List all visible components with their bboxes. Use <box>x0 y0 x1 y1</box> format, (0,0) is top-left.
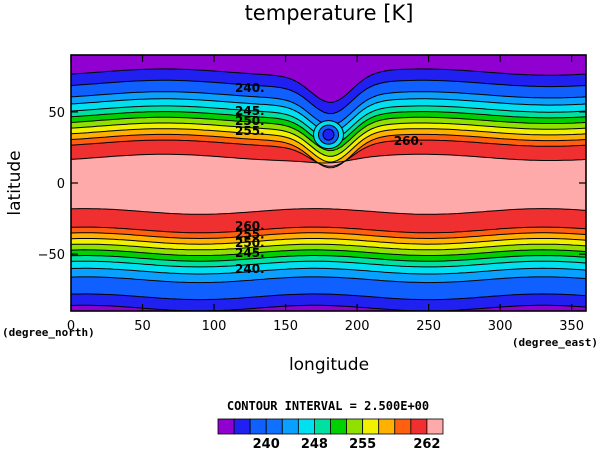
contour-line-18 <box>71 249 586 256</box>
contour-band-south-0 <box>71 305 586 311</box>
colorbar-swatch-3 <box>265 418 283 435</box>
contour-line-layer <box>71 68 586 311</box>
contour-band-north-7 <box>71 117 586 157</box>
y-axis-ticks: 50 0 −50 <box>38 106 586 263</box>
colorbar-swatch-4 <box>281 418 299 435</box>
contour-label-3: 255. <box>235 124 265 138</box>
contour-band-north-12 <box>71 154 586 215</box>
contour-label-4: 260. <box>394 134 424 148</box>
colorbar-swatch-7 <box>330 418 347 435</box>
contour-band-north-8 <box>71 123 586 162</box>
contour-line-16 <box>71 260 586 268</box>
contour-label-2: 250. <box>235 114 265 128</box>
contour-line-8 <box>71 128 586 163</box>
x-tick-label-3: 150 <box>273 319 298 334</box>
x-tick-label-0: 0 <box>67 319 75 334</box>
colorbar-swatch-10 <box>378 418 396 435</box>
contour-label-8: 245. <box>235 246 265 260</box>
y-axis-unit: (degree_north) <box>2 326 95 339</box>
contour-line-17 <box>71 254 586 262</box>
y-axis-label: latitude <box>5 150 25 215</box>
contour-label-6: 255. <box>235 228 265 242</box>
contour-band-north-0 <box>71 55 586 103</box>
contour-line-10 <box>71 139 586 167</box>
contour-fill-layer <box>71 55 586 311</box>
colorbar-swatch-0 <box>217 418 235 435</box>
contour-band-south-3 <box>71 268 586 283</box>
contour-label-0: 240. <box>235 81 265 95</box>
contour-band-north-9 <box>71 128 586 168</box>
y-tick-label-0: 50 <box>48 106 65 121</box>
colorbar-swatch-12 <box>410 418 428 435</box>
x-axis-label: longitude <box>289 355 369 375</box>
contour-band-north-5 <box>71 105 586 145</box>
colorbar-label-1: 248 <box>301 437 328 452</box>
contour-line-13 <box>71 293 586 301</box>
contour-line-22 <box>71 226 586 234</box>
contour-band-north-11 <box>71 140 586 167</box>
contour-interval-note: CONTOUR INTERVAL = 2.500E+00 <box>227 399 429 413</box>
contour-line-23 <box>71 208 586 215</box>
cold-cell-inner <box>322 128 335 141</box>
contour-label-5: 260. <box>235 219 265 233</box>
contour-band-north-4 <box>71 98 586 140</box>
contour-line-14 <box>71 276 586 284</box>
x-tick-label-5: 250 <box>416 319 441 334</box>
contour-label-7: 250. <box>235 236 265 250</box>
contour-band-north-6 <box>71 111 586 151</box>
colorbar-swatch-8 <box>346 418 364 435</box>
colorbar: 240 248 255 262 <box>217 418 444 452</box>
contour-band-south-1 <box>71 293 586 311</box>
contour-label-layer: 240.245.250.255.260.260.255.250.245.240. <box>235 81 423 276</box>
contour-line-11 <box>71 153 586 164</box>
x-tick-label-2: 100 <box>202 319 227 334</box>
colorbar-swatch-6 <box>314 418 331 435</box>
contour-line-7 <box>71 122 586 157</box>
x-tick-label-1: 50 <box>134 319 151 334</box>
x-axis-ticks: 0 50 100 150 200 250 300 350 <box>67 55 584 334</box>
colorbar-swatch-1 <box>233 418 251 435</box>
colorbar-swatch-2 <box>249 418 267 435</box>
contour-band-north-3 <box>71 91 586 133</box>
contour-band-north-1 <box>71 68 586 114</box>
contour-line-9 <box>71 133 586 169</box>
x-tick-label-6: 300 <box>488 319 513 334</box>
contour-band-north-2 <box>71 80 586 125</box>
contour-line-0 <box>71 68 586 103</box>
contour-line-15 <box>71 267 586 275</box>
colorbar-swatch-11 <box>394 418 412 435</box>
colorbar-label-0: 240 <box>253 437 280 452</box>
contour-line-21 <box>71 232 586 240</box>
y-tick-label-2: −50 <box>38 248 65 263</box>
x-tick-label-4: 200 <box>345 319 370 334</box>
x-tick-label-7: 350 <box>559 319 584 334</box>
contour-band-north-10 <box>71 134 586 168</box>
colorbar-swatch-9 <box>362 418 380 435</box>
chart-title: temperature [K] <box>245 1 414 25</box>
contour-band-south-4 <box>71 261 586 274</box>
contour-line-20 <box>71 238 586 245</box>
colorbar-swatch-13 <box>426 418 444 435</box>
colorbar-label-2: 255 <box>349 437 376 452</box>
colorbar-label-3: 262 <box>413 437 440 452</box>
contour-line-1 <box>71 79 586 115</box>
contour-label-1: 245. <box>235 104 265 118</box>
colorbar-swatch-5 <box>297 418 315 435</box>
contour-band-south-2 <box>71 276 586 300</box>
y-tick-label-1: 0 <box>57 177 65 192</box>
x-axis-unit: (degree_east) <box>512 336 598 349</box>
contour-line-6 <box>71 116 586 152</box>
contour-label-9: 240. <box>235 262 265 276</box>
contour-line-19 <box>71 243 586 251</box>
